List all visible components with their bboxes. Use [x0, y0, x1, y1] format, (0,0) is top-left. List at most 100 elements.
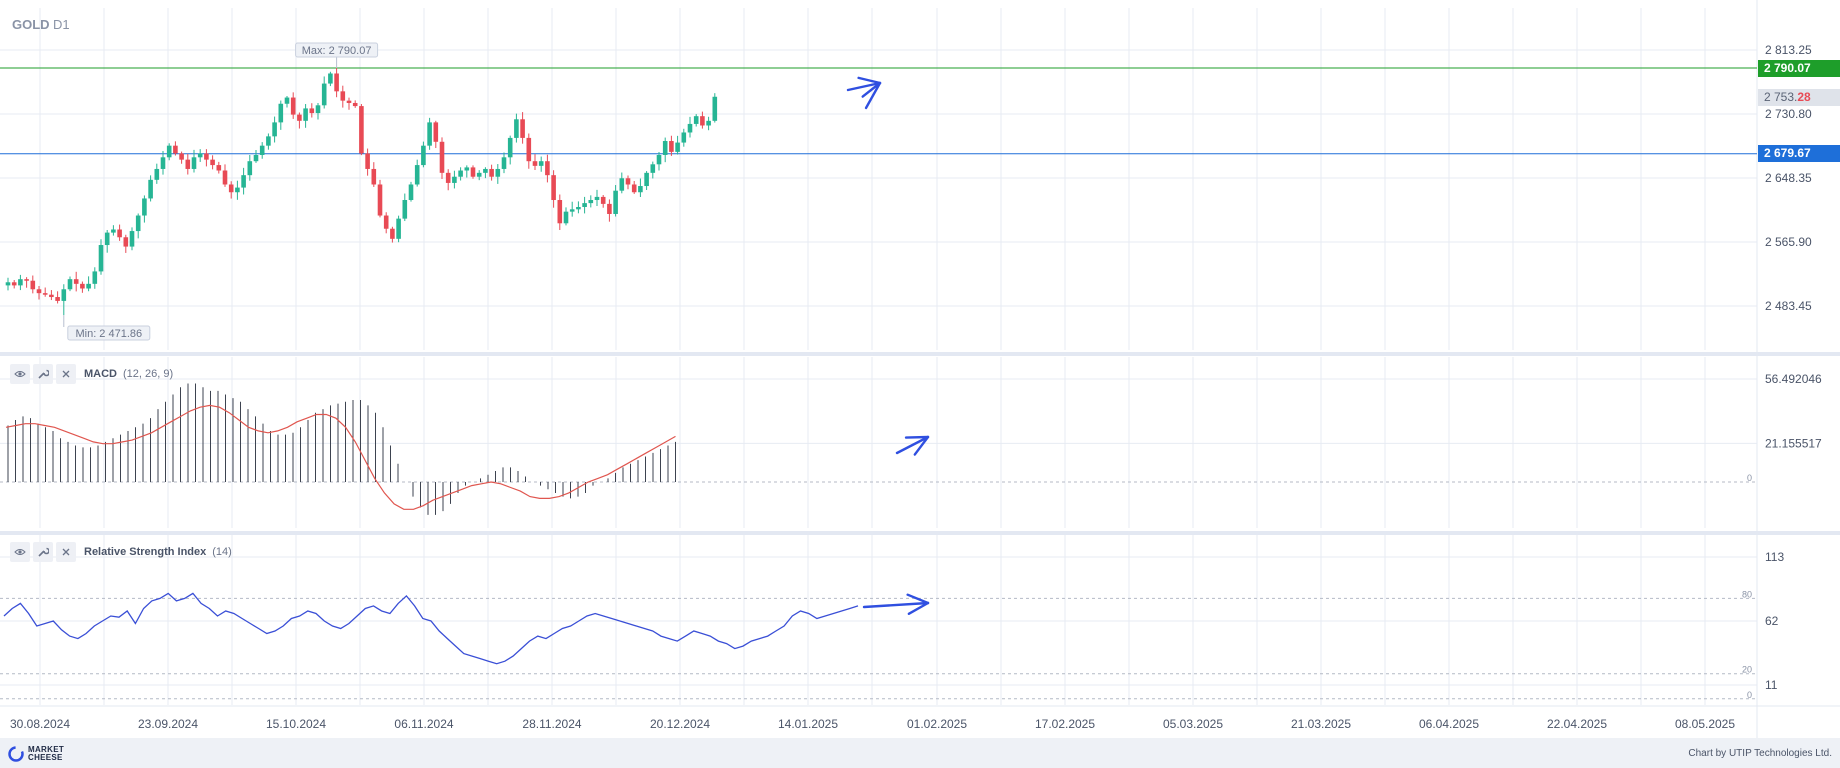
candle-body	[42, 293, 48, 295]
rsi-pane-header: Relative Strength Index (14)	[10, 542, 232, 562]
candle-body	[24, 279, 29, 281]
candle-body	[266, 136, 271, 146]
candle-body	[582, 203, 587, 207]
close-icon[interactable]	[56, 542, 76, 562]
candle-body	[154, 168, 160, 180]
candle-body	[80, 283, 85, 289]
wrench-icon[interactable]	[33, 542, 53, 562]
symbol-label[interactable]: GOLD	[12, 17, 50, 32]
logo-icon	[8, 746, 24, 762]
price-up-arrow-head	[864, 81, 882, 110]
date-tick-label: 05.03.2025	[1163, 717, 1223, 731]
date-tick-label: 01.02.2025	[907, 717, 967, 731]
candle-body	[501, 157, 507, 169]
macd-up-arrow	[895, 435, 930, 455]
pane-separator	[0, 531, 1840, 535]
candle-body	[36, 289, 42, 294]
date-tick-label: 14.01.2025	[778, 717, 838, 731]
candle-body	[315, 105, 321, 114]
candle-body	[241, 175, 246, 188]
candle-body	[377, 184, 383, 216]
candle-body	[173, 145, 178, 154]
price-up-arrow-head	[857, 76, 882, 85]
candle-body	[483, 168, 488, 173]
candle-body	[538, 161, 544, 166]
chart-credit[interactable]: Chart by UTIP Technologies Ltd.	[1688, 748, 1832, 759]
candle-body	[545, 161, 550, 176]
date-tick-label: 15.10.2024	[266, 717, 326, 731]
candle-body	[185, 159, 191, 169]
chart-canvas[interactable]: Max: 2 790.07 Min: 2 471.86 2 813.25 2 730…	[0, 0, 1840, 738]
candle-body	[656, 154, 662, 165]
candle-body	[166, 145, 172, 158]
candle-body	[644, 172, 649, 187]
candle-body	[576, 206, 581, 210]
rsi-level-label: 0	[1747, 690, 1752, 700]
candle-body	[142, 198, 147, 216]
price-tick-label: 2 648.35	[1765, 171, 1812, 185]
logo-wordmark: MARKET CHEESE	[28, 745, 65, 762]
candle-body	[427, 122, 432, 146]
candle-body	[290, 97, 296, 115]
candle-body	[489, 168, 494, 177]
candle-body	[321, 83, 327, 106]
candle-body	[476, 172, 482, 177]
macd-signal-line	[5, 404, 676, 510]
close-icon[interactable]	[56, 364, 76, 384]
current-price-tag: 2 753.28	[1758, 89, 1840, 106]
candle-body	[712, 96, 718, 121]
macd-tick-label: 21.155517	[1765, 436, 1822, 450]
price-tick-label: 2 483.45	[1765, 299, 1812, 313]
rsi-level-label: 80	[1742, 589, 1752, 599]
candle-body	[352, 102, 358, 107]
macd-tick-label: 56.492046	[1765, 372, 1822, 386]
candle-body	[111, 229, 116, 233]
candle-body	[253, 154, 259, 162]
candle-body	[30, 280, 36, 290]
rsi-arrow	[862, 601, 930, 609]
candle-body	[408, 184, 414, 201]
timeframe-label[interactable]: D1	[53, 17, 70, 32]
candle-body	[383, 215, 389, 229]
macd-up-arrow-head	[904, 435, 930, 439]
eye-icon[interactable]	[10, 542, 30, 562]
candle-body	[452, 176, 457, 183]
macd-pane-header: MACD (12, 26, 9)	[10, 364, 173, 384]
candle-body	[247, 161, 253, 176]
wrench-icon[interactable]	[33, 364, 53, 384]
market-cheese-logo[interactable]: MARKET CHEESE	[8, 746, 64, 762]
candle-body	[439, 141, 445, 173]
pane-separator	[0, 352, 1840, 356]
candle-body	[390, 228, 395, 239]
candle-body	[594, 196, 600, 201]
candle-body	[191, 157, 197, 169]
candle-body	[235, 187, 240, 193]
candle-body	[11, 282, 17, 286]
candle-body	[49, 294, 54, 298]
date-tick-label: 08.05.2025	[1675, 717, 1735, 731]
rsi-arrow-head	[907, 601, 930, 615]
macd-params: (12, 26, 9)	[123, 368, 174, 380]
candle-body	[55, 297, 60, 301]
price-tick-label: 2 813.25	[1765, 43, 1812, 57]
candle-body	[414, 165, 420, 185]
candle-body	[563, 211, 569, 224]
candle-body	[371, 168, 377, 185]
candle-body	[359, 106, 364, 154]
rsi-title: Relative Strength Index	[84, 546, 207, 558]
candle-body	[675, 142, 680, 152]
level-tag-blue: 2 679.67	[1758, 145, 1840, 162]
candle-body	[303, 108, 308, 121]
eye-icon[interactable]	[10, 364, 30, 384]
level-tag-max: 2 790.07	[1758, 60, 1840, 77]
candle-body	[86, 283, 91, 289]
candle-body	[532, 161, 538, 166]
min-callout-box	[67, 325, 151, 341]
candle-body	[514, 119, 519, 138]
rsi-level-label: 20	[1742, 665, 1752, 675]
max-price-label: Max: 2 790.07	[302, 45, 372, 57]
price-up-arrow	[846, 81, 882, 92]
current-price-main: 2 753.	[1764, 90, 1798, 104]
candle-body	[669, 141, 674, 152]
candle-body	[625, 178, 631, 185]
